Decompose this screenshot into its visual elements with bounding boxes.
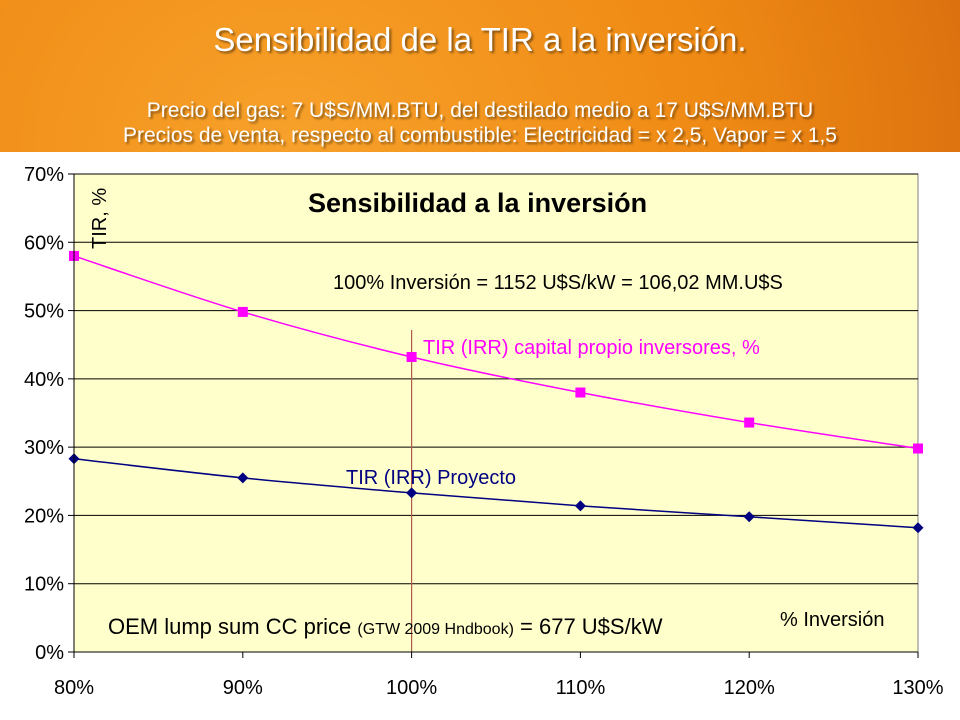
investment-annotation: 100% Inversión = 1152 U$S/kW = 106,02 MM… xyxy=(333,272,783,294)
series-line-1 xyxy=(73,458,919,529)
slide-subtitle-2: Precios de venta, respecto al combustibl… xyxy=(123,124,837,147)
oem-price-text-2: = 677 U$S/kW xyxy=(514,614,663,639)
chart-panel: 0% 10% 20% 30% 40% 50% 60% 70% 80% 90% 100% 110% 120… xyxy=(0,152,960,720)
data-point-square xyxy=(913,443,923,454)
series-label-project-irr: TIR (IRR) Proyecto xyxy=(346,467,516,489)
y-tick-label: 50% xyxy=(24,301,64,323)
x-axis-label: % Inversión xyxy=(780,609,885,631)
slide-title: Sensibilidad de la TIR a la inversión. xyxy=(213,21,747,58)
y-tick-label: 70% xyxy=(24,164,64,186)
slide-subtitle-1: Precio del gas: 7 U$S/MM.BTU, del destil… xyxy=(146,99,814,122)
data-point-diamond xyxy=(406,487,418,499)
y-tick-label: 40% xyxy=(24,369,64,391)
y-axis-label: TIR, % xyxy=(89,188,111,249)
series-line-0 xyxy=(73,255,919,450)
y-tick-label: 10% xyxy=(24,574,64,596)
y-tick-label: 0% xyxy=(35,642,64,664)
data-point-diamond xyxy=(743,511,755,523)
x-tick-label: 120% xyxy=(724,677,775,699)
slide-header: Sensibilidad de la TIR a la inversión. P… xyxy=(0,0,960,152)
data-point-diamond xyxy=(912,522,924,534)
x-tick-label: 80% xyxy=(54,677,94,699)
data-point-diamond xyxy=(574,500,586,512)
plot-area xyxy=(73,173,919,653)
chart-title: Sensibilidad a la inversión xyxy=(308,188,647,218)
data-point-square xyxy=(744,417,755,428)
oem-price-text-1: OEM lump sum CC price xyxy=(108,614,357,639)
oem-price-annotation: OEM lump sum CC price (GTW 2009 Hndbook)… xyxy=(108,614,663,639)
x-tick-label: 90% xyxy=(223,677,263,699)
data-point-square xyxy=(237,306,248,317)
x-tick-label: 130% xyxy=(892,677,943,699)
y-tick-label: 30% xyxy=(24,437,64,459)
data-point-square xyxy=(575,387,586,398)
y-tick-label: 20% xyxy=(24,505,64,527)
data-point-diamond xyxy=(237,472,249,484)
x-tick-label: 100% xyxy=(386,677,437,699)
y-tick-label: 60% xyxy=(24,232,64,254)
oem-price-source: (GTW 2009 Hndbook) xyxy=(357,621,514,638)
series-label-equity-irr: TIR (IRR) capital propio inversores, % xyxy=(423,337,760,359)
data-point-square xyxy=(406,352,417,363)
x-tick-label: 110% xyxy=(556,677,606,699)
line-chart: 0% 10% 20% 30% 40% 50% 60% 70% 80% 90% 100% 110% 120… xyxy=(24,164,944,699)
